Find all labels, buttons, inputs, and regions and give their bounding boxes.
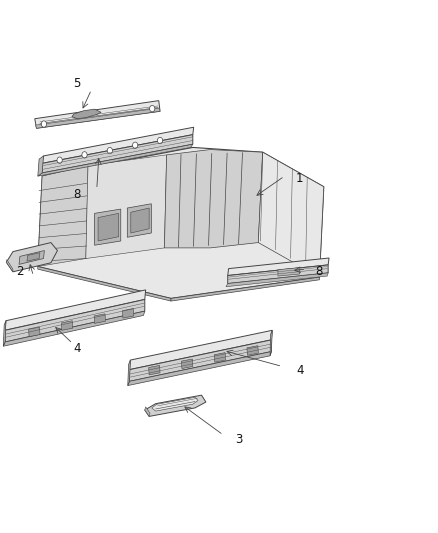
Polygon shape	[38, 266, 171, 301]
Polygon shape	[35, 108, 160, 128]
Polygon shape	[27, 253, 40, 261]
Polygon shape	[270, 330, 272, 356]
Polygon shape	[164, 150, 263, 248]
Circle shape	[57, 157, 62, 164]
Polygon shape	[228, 265, 328, 284]
Polygon shape	[38, 148, 324, 298]
Polygon shape	[145, 395, 206, 416]
Circle shape	[107, 148, 113, 154]
Circle shape	[82, 152, 87, 158]
Polygon shape	[19, 251, 44, 264]
Polygon shape	[152, 397, 198, 411]
Polygon shape	[38, 156, 43, 176]
Polygon shape	[94, 314, 106, 324]
Circle shape	[41, 121, 46, 127]
Polygon shape	[278, 268, 300, 276]
Polygon shape	[35, 101, 160, 128]
Polygon shape	[171, 277, 319, 301]
Text: 2: 2	[17, 265, 24, 278]
Polygon shape	[214, 353, 226, 362]
Polygon shape	[247, 346, 258, 356]
Text: 1: 1	[296, 172, 304, 185]
Text: 4: 4	[73, 342, 81, 356]
Polygon shape	[145, 407, 150, 416]
Polygon shape	[149, 366, 160, 375]
Polygon shape	[38, 144, 193, 176]
Text: 5: 5	[74, 77, 81, 90]
Circle shape	[150, 106, 155, 112]
Polygon shape	[128, 352, 272, 385]
Polygon shape	[5, 300, 145, 342]
Polygon shape	[226, 273, 328, 287]
Polygon shape	[7, 260, 13, 272]
Polygon shape	[5, 290, 146, 330]
Polygon shape	[258, 152, 324, 277]
Polygon shape	[130, 330, 272, 369]
Polygon shape	[72, 109, 101, 119]
Text: 4: 4	[296, 364, 304, 377]
Polygon shape	[61, 321, 73, 330]
Polygon shape	[228, 258, 329, 276]
Polygon shape	[127, 204, 151, 237]
Polygon shape	[95, 209, 121, 245]
Polygon shape	[7, 243, 57, 272]
Polygon shape	[130, 340, 272, 381]
Polygon shape	[4, 321, 6, 346]
Circle shape	[133, 142, 138, 149]
Polygon shape	[131, 208, 149, 233]
Polygon shape	[123, 309, 134, 318]
Circle shape	[157, 138, 162, 144]
Polygon shape	[42, 135, 193, 173]
Polygon shape	[181, 359, 193, 368]
Polygon shape	[4, 311, 145, 346]
Text: 3: 3	[235, 433, 242, 446]
Text: 8: 8	[74, 188, 81, 201]
Polygon shape	[28, 327, 40, 337]
Polygon shape	[42, 127, 194, 164]
Polygon shape	[38, 165, 88, 266]
Polygon shape	[86, 155, 166, 259]
Polygon shape	[128, 360, 131, 385]
Text: 8: 8	[316, 265, 323, 278]
Polygon shape	[98, 213, 119, 241]
